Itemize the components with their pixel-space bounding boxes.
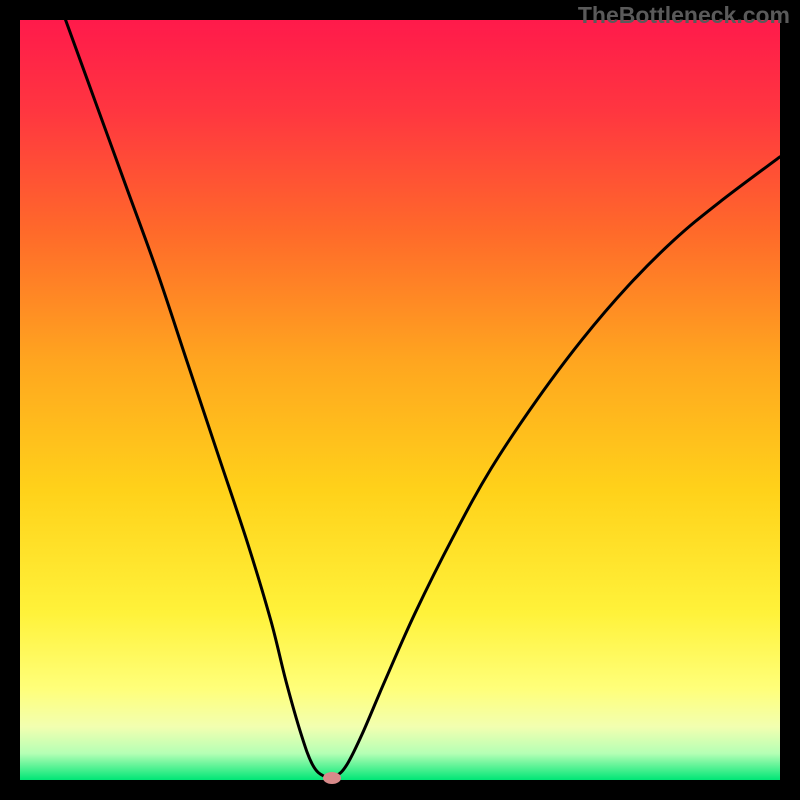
bottleneck-curve xyxy=(20,20,780,780)
chart-frame: TheBottleneck.com xyxy=(0,0,800,800)
plot-area xyxy=(20,20,780,780)
watermark-text: TheBottleneck.com xyxy=(578,2,790,29)
optimum-marker xyxy=(323,772,341,784)
